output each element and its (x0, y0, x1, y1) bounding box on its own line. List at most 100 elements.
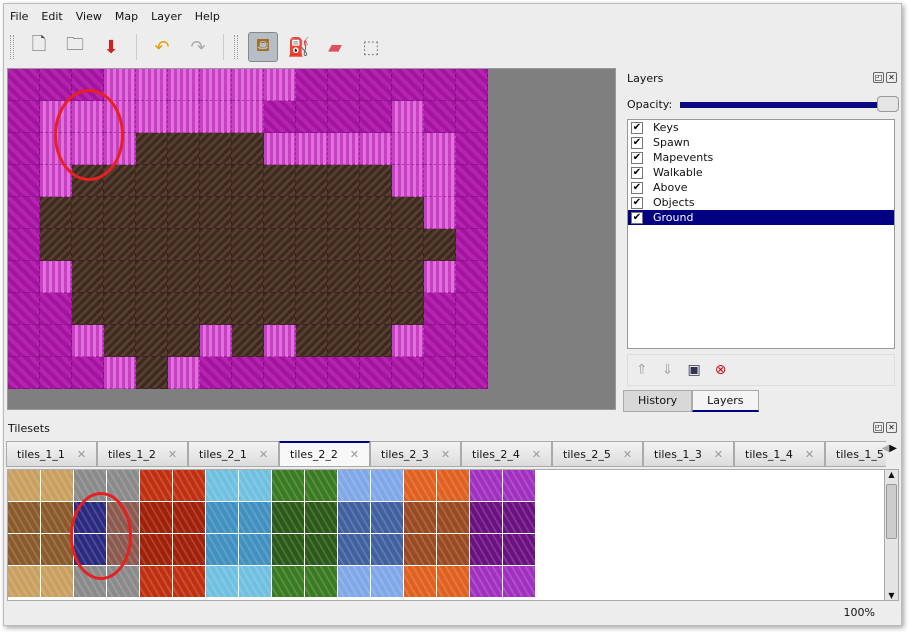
map-tile[interactable] (8, 133, 40, 165)
tileset-tile[interactable] (305, 502, 338, 534)
slider-handle[interactable] (877, 95, 899, 112)
tileset-tile[interactable] (239, 502, 272, 534)
visibility-checkbox[interactable]: ✔ (631, 121, 643, 134)
tileset-scrollbar[interactable]: ▲ ▼ (884, 469, 899, 601)
layer-item[interactable]: ✔ Spawn (628, 135, 894, 150)
map-tile[interactable] (136, 133, 168, 165)
tileset-tile[interactable] (338, 502, 371, 534)
map-tile[interactable] (8, 165, 40, 197)
tileset-tile[interactable] (371, 566, 404, 598)
map-tile[interactable] (40, 261, 72, 293)
tab-layers[interactable]: Layers (692, 390, 759, 412)
tileset-tab[interactable]: tiles_2_5 ✕ (552, 441, 643, 467)
map-tile[interactable] (232, 325, 264, 357)
map-tile[interactable] (328, 197, 360, 229)
tab-history[interactable]: History (623, 390, 693, 412)
tileset-tile[interactable] (503, 534, 536, 566)
map-tile[interactable] (360, 133, 392, 165)
map-tile[interactable] (40, 197, 72, 229)
map-tile[interactable] (72, 229, 104, 261)
opacity-slider[interactable] (680, 95, 899, 112)
map-tile[interactable] (424, 229, 456, 261)
map-tile[interactable] (264, 165, 296, 197)
map-tile[interactable] (424, 101, 456, 133)
map-canvas[interactable] (8, 69, 488, 389)
map-tile[interactable] (296, 165, 328, 197)
map-tile[interactable] (392, 261, 424, 293)
map-tile[interactable] (232, 101, 264, 133)
map-tile[interactable] (456, 261, 488, 293)
tileset-tile[interactable] (140, 534, 173, 566)
map-tile[interactable] (40, 229, 72, 261)
map-tile[interactable] (168, 133, 200, 165)
map-tile[interactable] (296, 101, 328, 133)
tileset-tile[interactable] (470, 566, 503, 598)
tileset-tile[interactable] (206, 502, 239, 534)
map-tile[interactable] (136, 165, 168, 197)
map-tile[interactable] (456, 197, 488, 229)
map-tile[interactable] (168, 165, 200, 197)
map-tile[interactable] (264, 229, 296, 261)
undo-button[interactable]: ↶ (147, 32, 177, 62)
map-tile[interactable] (104, 357, 136, 389)
tileset-tile[interactable] (371, 470, 404, 502)
map-tile[interactable] (40, 357, 72, 389)
tileset-tile[interactable] (173, 566, 206, 598)
menu-help[interactable]: Help (194, 9, 220, 23)
map-tile[interactable] (296, 261, 328, 293)
tileset-tile[interactable] (206, 566, 239, 598)
tileset-tile[interactable] (206, 470, 239, 502)
layer-item[interactable]: ✔ Above (628, 180, 894, 195)
map-tile[interactable] (72, 357, 104, 389)
map-tile[interactable] (72, 293, 104, 325)
map-tile[interactable] (456, 133, 488, 165)
map-tile[interactable] (168, 357, 200, 389)
map-tile[interactable] (168, 197, 200, 229)
map-tile[interactable] (200, 165, 232, 197)
map-tile[interactable] (264, 357, 296, 389)
map-tile[interactable] (296, 197, 328, 229)
visibility-checkbox[interactable]: ✔ (631, 151, 643, 164)
tileset-tile[interactable] (272, 534, 305, 566)
layer-item[interactable]: ✔ Keys (628, 120, 894, 135)
layer-item[interactable]: ✔ Objects (628, 195, 894, 210)
map-tile[interactable] (136, 101, 168, 133)
map-tile[interactable] (200, 69, 232, 101)
stamp-brush-button[interactable]: ⛾ (248, 32, 278, 62)
tileset-tile[interactable] (404, 534, 437, 566)
tileset-tile[interactable] (206, 534, 239, 566)
map-tile[interactable] (328, 261, 360, 293)
map-tile[interactable] (8, 229, 40, 261)
tileset-tile[interactable] (338, 566, 371, 598)
tileset-tile[interactable] (239, 534, 272, 566)
map-tile[interactable] (232, 261, 264, 293)
map-tile[interactable] (40, 325, 72, 357)
map-tile[interactable] (8, 69, 40, 101)
new-button[interactable]: 🗋 (24, 32, 54, 62)
map-tile[interactable] (72, 325, 104, 357)
map-tile[interactable] (424, 197, 456, 229)
tileset-tile[interactable] (437, 566, 470, 598)
map-tile[interactable] (424, 357, 456, 389)
map-tile[interactable] (328, 69, 360, 101)
map-tile[interactable] (168, 69, 200, 101)
map-tile[interactable] (456, 229, 488, 261)
map-tile[interactable] (392, 197, 424, 229)
map-tile[interactable] (296, 229, 328, 261)
map-tile[interactable] (264, 133, 296, 165)
map-tile[interactable] (232, 133, 264, 165)
map-tile[interactable] (392, 133, 424, 165)
map-tile[interactable] (136, 325, 168, 357)
open-button[interactable]: 🗀 (60, 32, 90, 62)
map-tile[interactable] (360, 69, 392, 101)
menu-map[interactable]: Map (114, 9, 139, 23)
map-tile[interactable] (328, 165, 360, 197)
visibility-checkbox[interactable]: ✔ (631, 211, 643, 224)
map-tile[interactable] (456, 165, 488, 197)
map-tile[interactable] (360, 101, 392, 133)
map-tile[interactable] (136, 197, 168, 229)
map-tile[interactable] (136, 261, 168, 293)
map-tile[interactable] (392, 69, 424, 101)
tileset-tile[interactable] (470, 502, 503, 534)
duplicate-layer-icon[interactable]: ▣ (687, 362, 701, 378)
